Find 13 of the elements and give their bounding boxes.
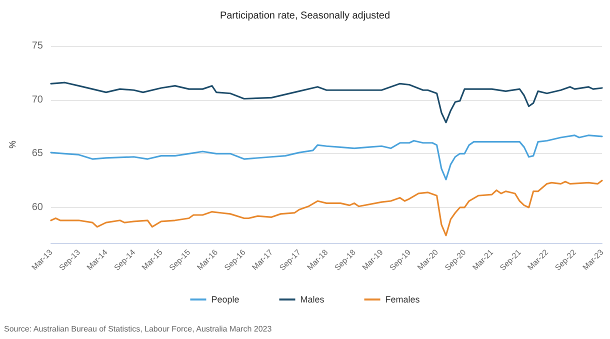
y-axis-title: %	[8, 140, 18, 149]
legend-label: Females	[385, 294, 420, 304]
y-tick-label: 75	[32, 40, 44, 52]
legend-label: Males	[300, 294, 325, 304]
y-tick-label: 60	[32, 202, 44, 213]
line-series	[50, 180, 603, 236]
y-tick-label: 70	[32, 94, 44, 106]
chart-title: Participation rate, Seasonally adjusted	[220, 10, 390, 22]
source-note: Source: Australian Bureau of Statistics, Labour Force, Australia March 2023	[4, 324, 272, 334]
line-series	[50, 82, 603, 124]
line-series	[50, 134, 603, 180]
legend-label: People	[211, 294, 240, 304]
y-tick-label: 65	[32, 148, 44, 160]
